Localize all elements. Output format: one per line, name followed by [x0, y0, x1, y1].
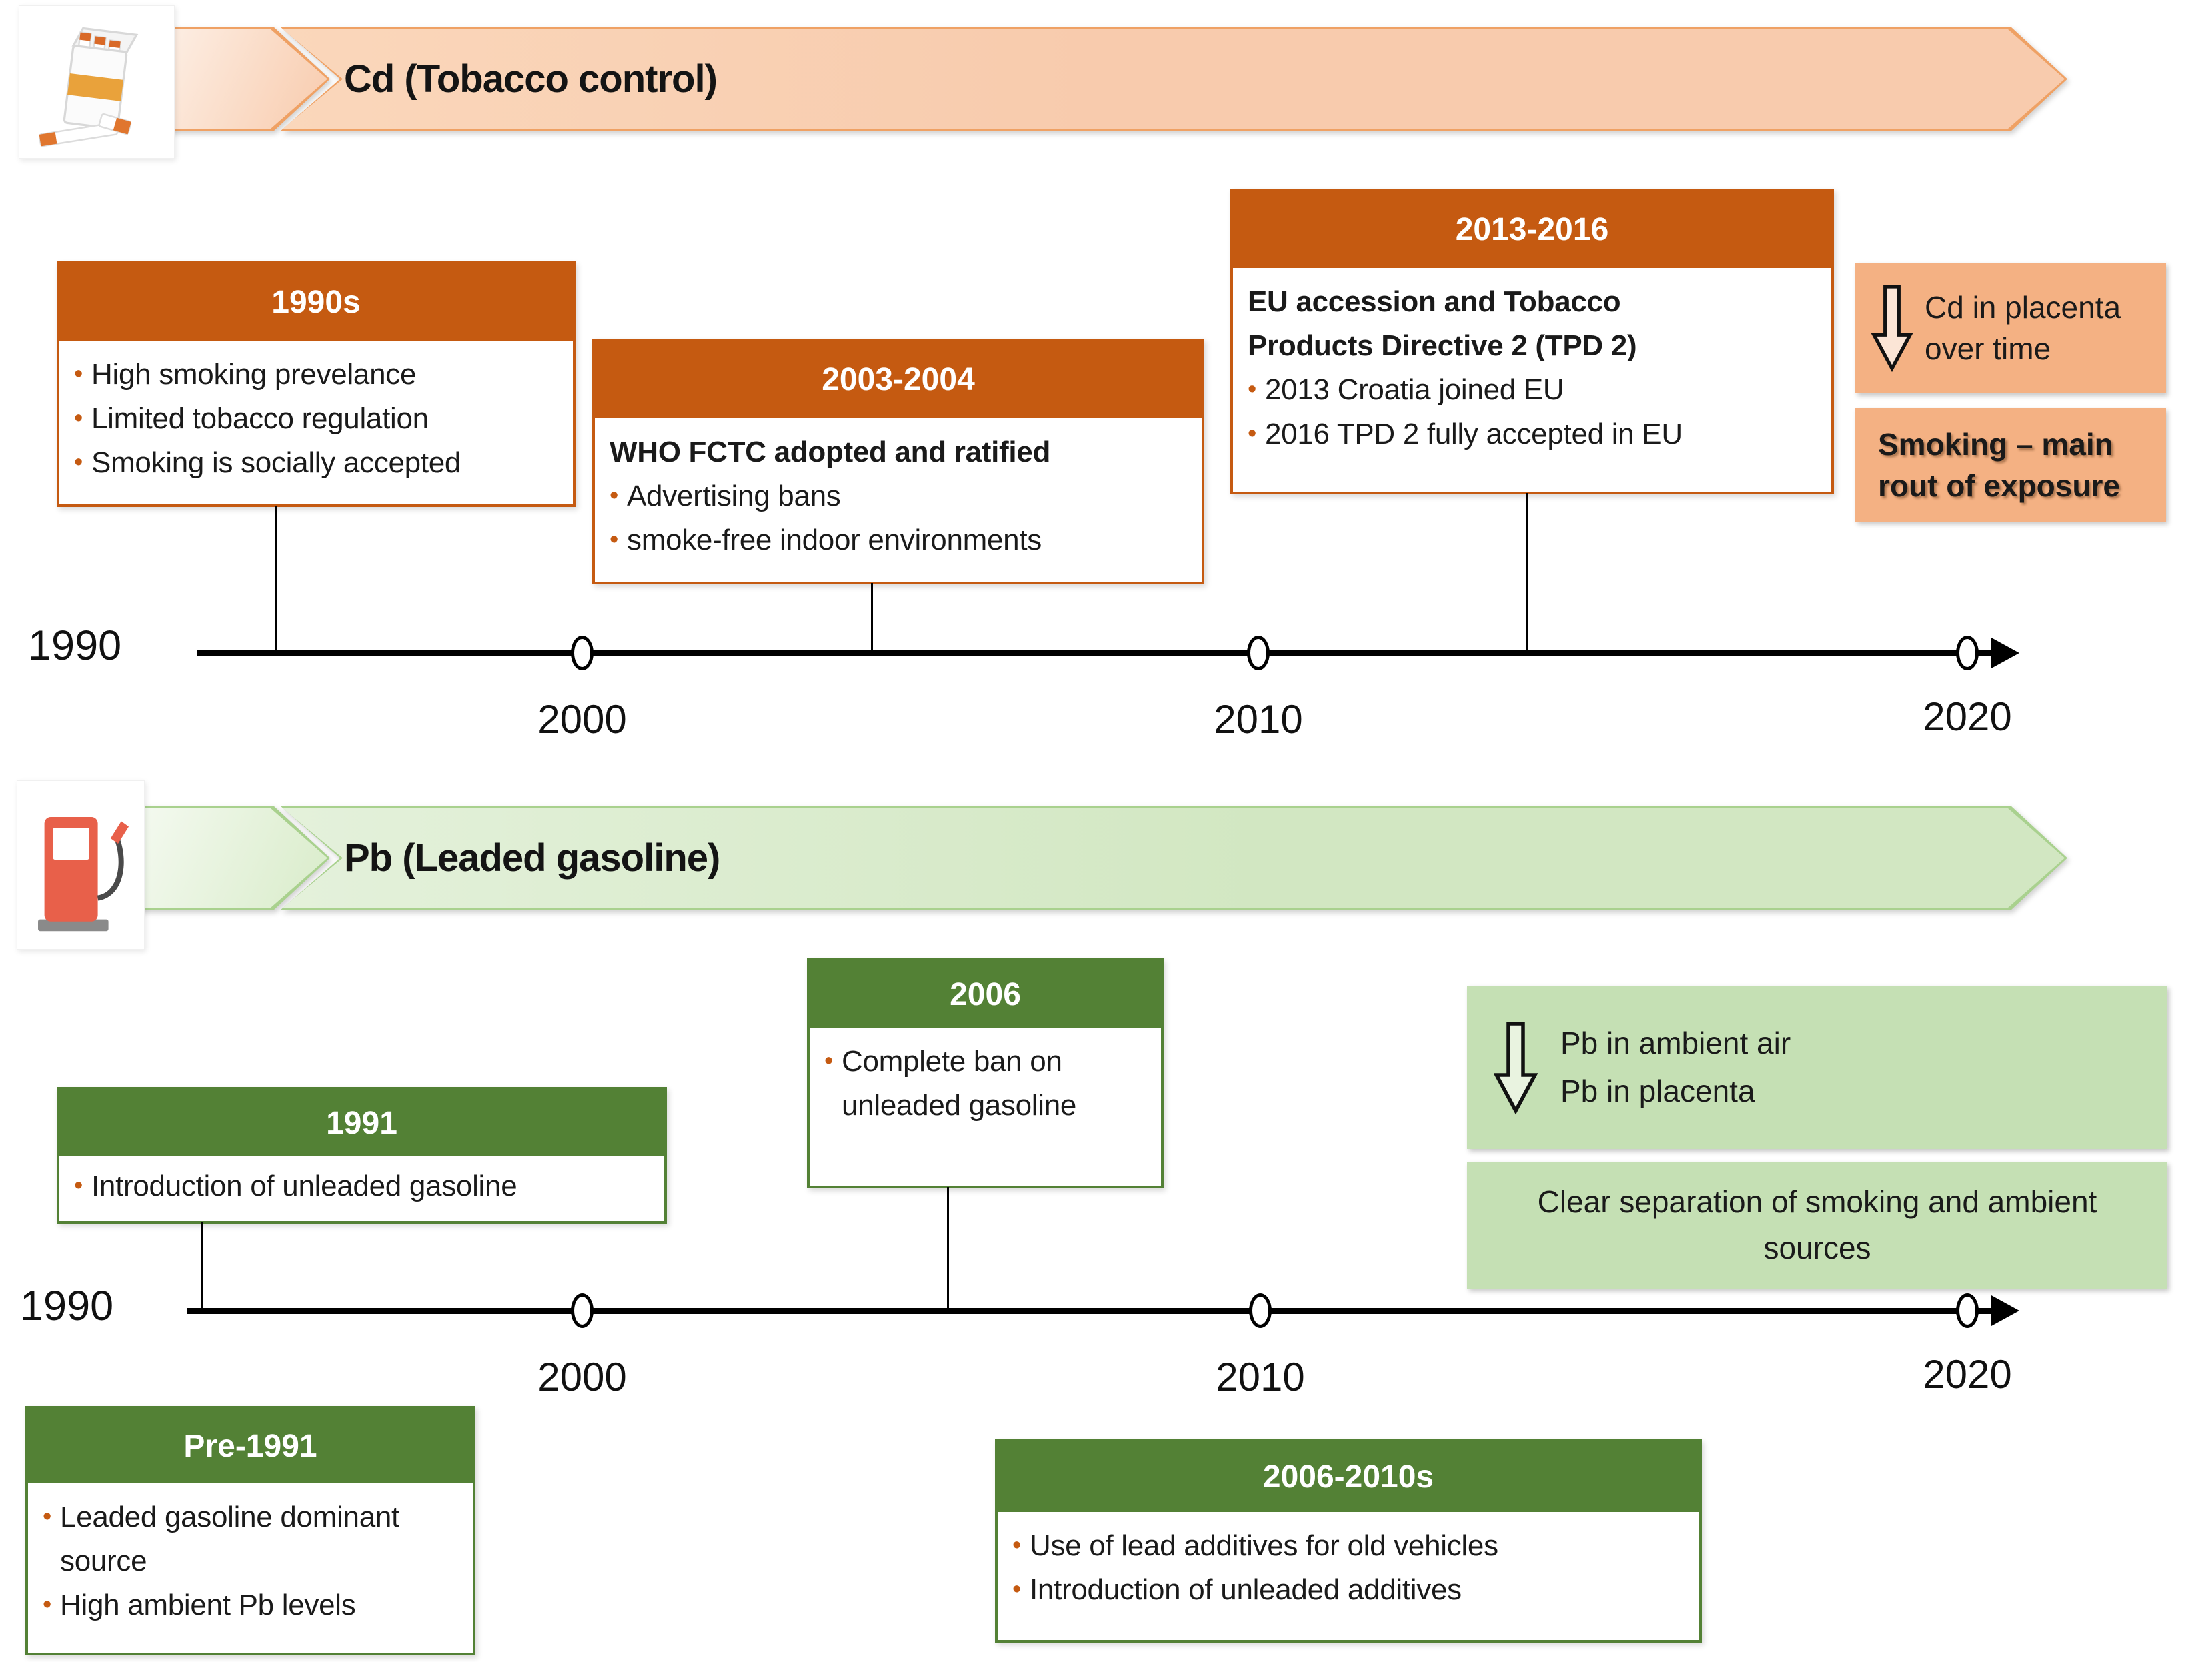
cd-banner: Cd (Tobacco control) [280, 27, 2067, 131]
pb-banner-left-chevron [110, 806, 330, 910]
event-lead-text: EU accession and Tobacco Products Direct… [1248, 285, 1637, 362]
pb-separation-note: Clear separation of smoking and ambient … [1467, 1162, 2167, 1289]
cd-axis-label-2020: 2020 [1923, 694, 2012, 739]
bullet-dot: • [1248, 375, 1257, 403]
cd-exposure-text: Smoking – main rout of exposure [1878, 426, 2120, 503]
event-title: 1990s [59, 264, 573, 341]
bullet-item: • Introduction of unleaded gasoline [74, 1164, 647, 1208]
event-box-pre-1991: Pre-1991 • Leaded gasoline dominant sourc… [25, 1406, 475, 1655]
bullet-item: • Use of lead additives for old vehicles [1012, 1524, 1682, 1568]
bullet-item: • Complete ban on unleaded gasoline [824, 1040, 1144, 1128]
pb-axis-label-2020: 2020 [1923, 1352, 2012, 1397]
bullet-item: • Smoking is socially accepted [74, 441, 556, 485]
pb-timeline-arrowhead [1991, 1295, 2019, 1326]
event-lead-text: WHO FCTC adopted and ratified [610, 436, 1051, 468]
event-box-2006: 2006 • Complete ban on unleaded gasoline [807, 958, 1164, 1188]
bullet-item: • High ambient Pb levels [43, 1583, 455, 1627]
event-box-2006-2010s: 2006-2010s • Use of lead additives for ol… [995, 1439, 1702, 1643]
fuel-pump-icon [17, 780, 145, 950]
bullet-item: • Limited tobacco regulation [74, 397, 556, 441]
pb-axis-label-2010: 2010 [1216, 1355, 1305, 1399]
connector-line [947, 1187, 949, 1311]
connector-line [871, 583, 873, 653]
event-box-1991: 1991 • Introduction of unleaded gasoline [57, 1087, 667, 1224]
connector-line [275, 506, 277, 653]
cd-timeline-marker-2000 [571, 636, 594, 670]
bullet-dot: • [1012, 1531, 1022, 1559]
down-arrow-icon [1494, 1021, 1538, 1114]
cd-axis-label-2000: 2000 [537, 697, 627, 742]
pb-timeline-marker-2000 [571, 1293, 594, 1328]
bullet-item: • Introduction of unleaded additives [1012, 1568, 1682, 1612]
pb-timeline-marker-2020 [1956, 1293, 1979, 1328]
bullet-item: • High smoking prevelance [74, 353, 556, 397]
pb-axis-label-1990: 1990 [20, 1283, 114, 1329]
bullet-dot: • [610, 526, 619, 554]
pb-banner-title: Pb (Leaded gasoline) [344, 836, 720, 880]
pb-axis-label-2000: 2000 [537, 1355, 627, 1399]
pb-timeline-marker-2010 [1249, 1293, 1272, 1328]
event-title: 2006 [810, 961, 1161, 1028]
event-title: Pre-1991 [28, 1409, 473, 1483]
bullet-dot: • [824, 1047, 834, 1075]
event-title: 2013-2016 [1233, 191, 1831, 268]
bullet-item: • 2013 Croatia joined EU [1248, 368, 1814, 412]
connector-line [201, 1222, 203, 1311]
cd-axis-label-2010: 2010 [1214, 697, 1303, 742]
cd-timeline-arrowhead [1991, 638, 2019, 668]
event-title: 2006-2010s [998, 1442, 1699, 1512]
bullet-dot: • [74, 404, 83, 432]
bullet-dot: • [610, 482, 619, 510]
cd-trend-note: Cd in placenta over time [1855, 263, 2166, 393]
bullet-item: • 2016 TPD 2 fully accepted in EU [1248, 412, 1814, 456]
event-title: 1991 [59, 1090, 664, 1156]
bullet-item: • Leaded gasoline dominant source [43, 1495, 455, 1583]
bullet-item: • Advertising bans [610, 474, 1184, 518]
bullet-dot: • [74, 360, 83, 388]
pb-trend-text: Pb in ambient air Pb in placenta [1560, 1026, 1791, 1108]
event-title: 2003-2004 [595, 341, 1202, 418]
down-arrow-icon [1871, 285, 1913, 373]
bullet-dot: • [43, 1503, 52, 1531]
pb-banner: Pb (Leaded gasoline) [280, 806, 2067, 910]
cd-exposure-note: Smoking – main rout of exposure [1855, 408, 2166, 522]
cd-trend-text: Cd in placenta over time [1925, 289, 2121, 366]
bullet-dot: • [43, 1591, 52, 1619]
pb-separation-text: Clear separation of smoking and ambient … [1537, 1184, 2097, 1265]
cd-timeline-axis [197, 650, 1997, 656]
event-box-1990s: 1990s • High smoking prevelance • Limited … [57, 261, 576, 507]
bullet-item: • smoke-free indoor environments [610, 518, 1184, 562]
connector-line [1526, 493, 1528, 653]
pb-timeline-axis [187, 1308, 1997, 1314]
bullet-dot: • [74, 1172, 83, 1200]
bullet-dot: • [1012, 1575, 1022, 1603]
cd-banner-title: Cd (Tobacco control) [344, 57, 718, 101]
pb-trend-note: Pb in ambient air Pb in placenta [1467, 986, 2167, 1149]
bullet-dot: • [1248, 420, 1257, 448]
cd-timeline-marker-2010 [1247, 636, 1270, 670]
event-box-2013-2016: 2013-2016 EU accession and Tobacco Produ… [1230, 189, 1834, 494]
cd-timeline-marker-2020 [1956, 636, 1979, 670]
event-box-2003-2004: 2003-2004 WHO FCTC adopted and ratified … [592, 339, 1204, 584]
cd-axis-label-1990: 1990 [28, 622, 122, 669]
bullet-dot: • [74, 448, 83, 476]
cigarette-pack-icon [19, 5, 175, 159]
